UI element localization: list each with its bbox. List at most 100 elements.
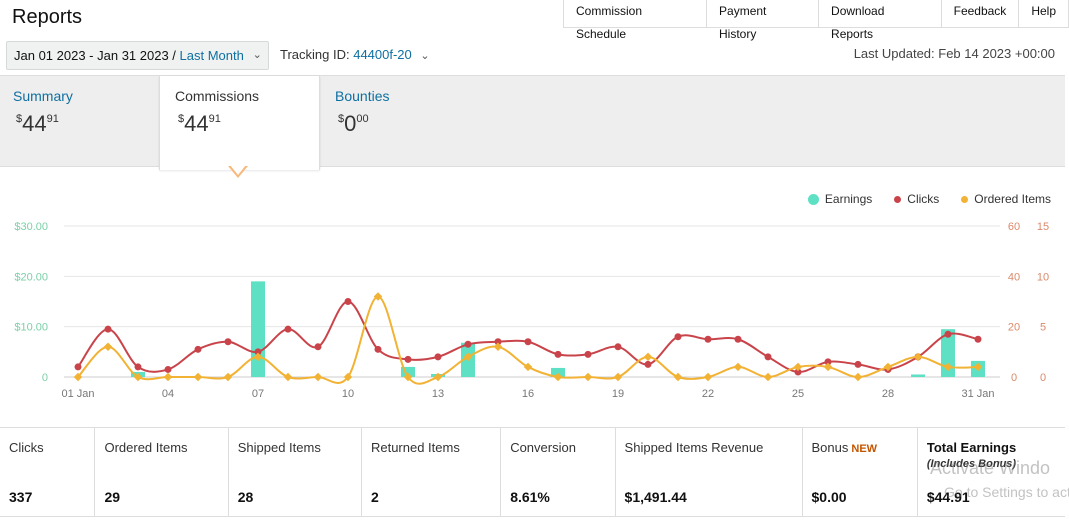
earnings-dot-icon <box>807 193 819 205</box>
ordered-items-point <box>73 372 83 382</box>
ordered-items-point <box>613 372 623 382</box>
tracking-label: Tracking ID: <box>280 47 350 62</box>
stat-returned-items: Returned Items 2 <box>362 428 502 516</box>
ordered-items-point <box>283 372 293 382</box>
ordered-items-point <box>433 372 443 382</box>
clicks-point <box>704 335 712 343</box>
ordered-items-point <box>493 342 503 352</box>
y-tick-label-ordered: 10 <box>1037 271 1049 283</box>
clicks-point <box>344 298 352 305</box>
earnings-bar <box>911 374 925 377</box>
y-tick-label-clicks: 20 <box>1008 322 1020 334</box>
windows-watermark-sub: Go to Settings to acti <box>944 484 1069 500</box>
ordered-items-point <box>733 362 743 372</box>
x-tick-label: 19 <box>612 388 624 400</box>
ordered-items-point <box>193 372 203 382</box>
clicks-point <box>104 325 112 333</box>
x-tick-label: 01 Jan <box>61 388 94 400</box>
x-tick-label: 10 <box>342 388 354 400</box>
legend-clicks[interactable]: Clicks <box>894 192 939 206</box>
stat-shipped-items: Shipped Items 28 <box>229 428 362 516</box>
clicks-point <box>74 363 82 371</box>
y-tick-label-earnings: $20.00 <box>14 271 48 283</box>
clicks-point <box>134 363 142 371</box>
clicks-line <box>77 300 979 373</box>
ordered-items-point <box>253 352 263 362</box>
clicks-point <box>284 325 292 333</box>
tab-bounties-label: Bounties <box>335 88 390 104</box>
earnings-bar <box>251 281 265 377</box>
ordered-items-point <box>343 372 353 382</box>
date-range-text: Jan 01 2023 - Jan 31 2023 / <box>14 48 176 63</box>
chart-legend: Earnings Clicks Ordered Items <box>807 192 1051 206</box>
ordered-items-point <box>133 372 143 382</box>
last-updated: Last Updated: Feb 14 2023 +00:00 <box>853 46 1055 61</box>
ordered-items-point <box>643 352 653 362</box>
stats-bar: Clicks 337 Ordered Items 29 Shipped Items 2… <box>0 427 1065 517</box>
nav-feedback[interactable]: Feedback <box>942 0 1020 27</box>
tab-commissions[interactable]: Commissions $4491 <box>159 76 320 170</box>
ordered-dot-icon <box>961 195 969 203</box>
x-tick-label: 13 <box>432 388 444 400</box>
x-tick-label: 22 <box>702 388 714 400</box>
x-tick-label: 04 <box>162 388 174 400</box>
report-tabs: Summary $4491 Commissions $4491 Bounties… <box>0 75 1065 170</box>
chevron-down-icon: ⌄ <box>252 49 262 61</box>
clicks-point <box>404 355 412 363</box>
earnings-bar <box>551 367 565 377</box>
x-tick-label: 28 <box>882 388 894 400</box>
date-range-dropdown[interactable]: Jan 01 2023 - Jan 31 2023 / Last Month ⌄ <box>6 41 269 70</box>
clicks-point <box>374 345 382 353</box>
tab-commissions-label: Commissions <box>175 88 260 104</box>
nav-payment-history[interactable]: Payment History <box>707 0 820 41</box>
nav-download-reports[interactable]: Download Reports <box>819 0 942 41</box>
clicks-point <box>434 353 442 361</box>
y-tick-label-earnings: $30.00 <box>14 221 48 233</box>
nav-commission-schedule[interactable]: Commission Schedule <box>564 0 708 41</box>
clicks-point <box>554 350 562 358</box>
clicks-point <box>164 365 172 373</box>
clicks-point <box>584 350 592 358</box>
ordered-items-point <box>913 352 923 362</box>
new-badge: NEW <box>851 443 878 455</box>
ordered-items-point <box>763 372 773 382</box>
tab-summary-label: Summary <box>13 88 73 104</box>
clicks-point <box>224 338 232 346</box>
ordered-items-point <box>583 372 593 382</box>
ordered-items-point <box>373 292 383 301</box>
stat-total-earnings: Total Earnings (Includes Bonus) $44.91 <box>926 440 1017 505</box>
ordered-items-point <box>313 372 323 382</box>
earnings-bar <box>401 366 415 377</box>
x-tick-label: 25 <box>792 388 804 400</box>
y-tick-label-ordered: 0 <box>1040 372 1046 384</box>
active-tab-pointer-inner <box>230 165 246 175</box>
clicks-point <box>194 345 202 353</box>
clicks-point <box>614 343 622 351</box>
clicks-point <box>944 330 952 338</box>
page-title: Reports <box>12 6 83 28</box>
clicks-point <box>794 368 802 376</box>
clicks-point <box>824 358 832 366</box>
stat-bonus: Bonus NEW $0.00 <box>803 428 918 516</box>
stat-conversion: Conversion 8.61% <box>501 428 616 516</box>
x-tick-label: 16 <box>522 388 534 400</box>
stat-clicks: Clicks 337 <box>0 428 96 516</box>
y-tick-label-earnings: 0 <box>42 372 48 384</box>
stat-shipped-revenue: Shipped Items Revenue $1,491.44 <box>616 428 803 516</box>
clicks-point <box>734 335 742 343</box>
tracking-id-selector[interactable]: Tracking ID: 44400f-20 ⌄ <box>280 47 430 62</box>
nav-help[interactable]: Help <box>1019 0 1069 27</box>
ordered-items-point <box>463 352 473 362</box>
x-tick-label: 07 <box>252 388 264 400</box>
ordered-items-point <box>553 372 563 382</box>
stat-ordered-items: Ordered Items 29 <box>95 428 229 516</box>
tab-commissions-amount: $4491 <box>178 111 221 136</box>
legend-earnings[interactable]: Earnings <box>807 192 872 206</box>
ordered-items-point <box>703 372 713 382</box>
clicks-dot-icon <box>894 195 902 203</box>
legend-ordered-items[interactable]: Ordered Items <box>961 192 1051 206</box>
ordered-items-point <box>403 372 413 382</box>
y-tick-label-clicks: 0 <box>1011 372 1017 384</box>
clicks-point <box>494 338 502 346</box>
ordered-items-point <box>223 372 233 382</box>
